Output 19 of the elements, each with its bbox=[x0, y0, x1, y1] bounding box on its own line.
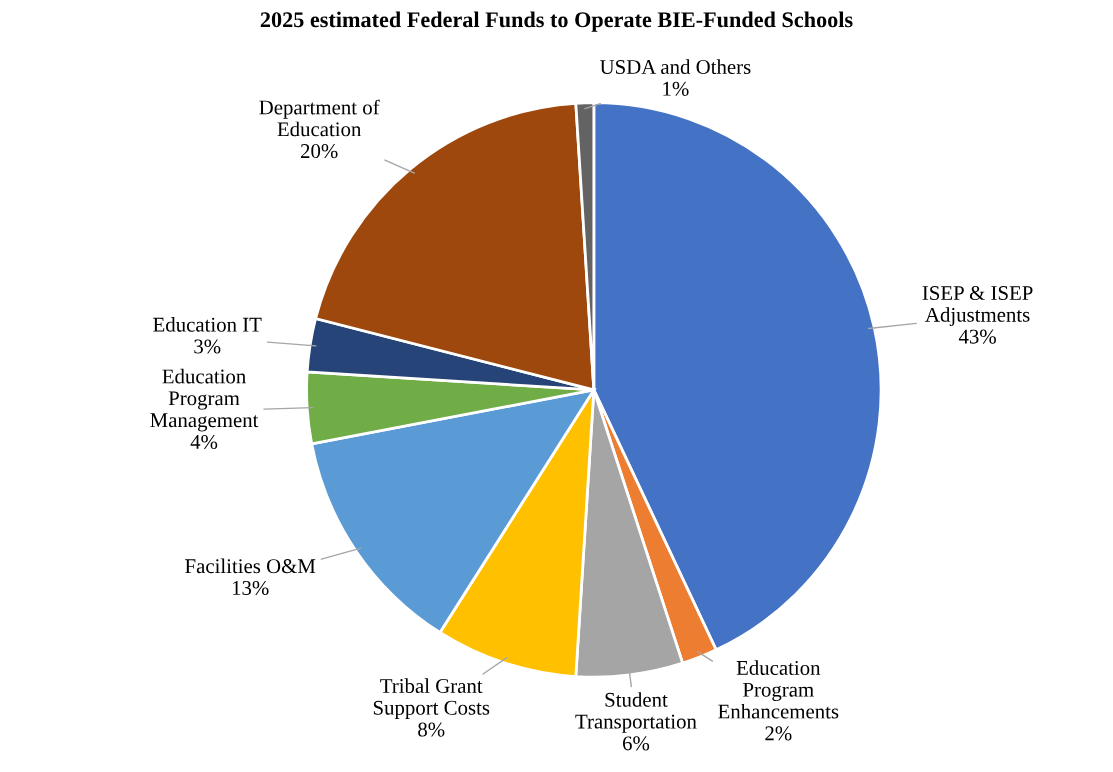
data-label: 3% bbox=[194, 339, 221, 354]
slice-label: Education IT bbox=[153, 317, 262, 332]
data-label: 8% bbox=[418, 722, 445, 737]
slice-label: Department of Education bbox=[259, 99, 380, 137]
data-label: 2% bbox=[765, 726, 792, 741]
slice-label: ISEP & ISEP Adjustments bbox=[922, 286, 1033, 327]
slice-label: Education Program Management bbox=[150, 368, 259, 432]
data-label: 43% bbox=[958, 329, 996, 344]
chart-title: 2025 estimated Federal Funds to Operate BIE-Funded Schools bbox=[260, 11, 853, 32]
data-label: 4% bbox=[190, 434, 218, 450]
data-label: 6% bbox=[622, 736, 650, 751]
slice-label: Facilities O&M bbox=[185, 558, 316, 574]
data-label: 13% bbox=[232, 580, 269, 596]
slice-label: Tribal Grant Support Costs bbox=[373, 678, 490, 720]
data-label: 1% bbox=[663, 81, 689, 96]
slice-label: Student Transportation bbox=[575, 692, 697, 733]
slice-label: Education Program Enhancements bbox=[718, 660, 839, 719]
data-label: 20% bbox=[300, 144, 338, 159]
slice-label: USDA and Others bbox=[600, 59, 751, 75]
